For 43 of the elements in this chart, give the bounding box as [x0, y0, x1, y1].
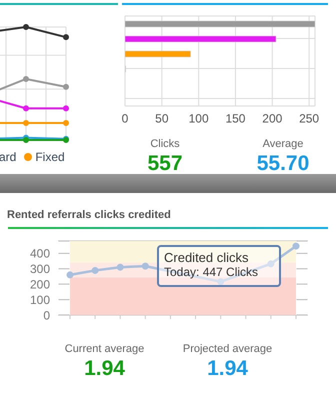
x-tick-label: 200 [262, 112, 283, 126]
point [63, 84, 69, 90]
point [292, 242, 300, 250]
text: Current average [64, 342, 146, 356]
y-tick-label: 300 [30, 262, 50, 276]
text: 55.70 [256, 151, 310, 177]
text: 557 [146, 151, 184, 177]
x-tick-label: 250 [299, 112, 320, 126]
bar [125, 50, 191, 58]
x-tick-label: 100 [188, 112, 209, 126]
chart-title: Rented referrals clicks credited [7, 209, 171, 221]
y-tick-label: 100 [30, 292, 50, 307]
point [23, 120, 29, 126]
bar [125, 20, 315, 28]
text: Projected average [182, 342, 274, 356]
point [23, 76, 29, 82]
text: Clicks [149, 137, 181, 151]
point [63, 120, 69, 126]
point [63, 34, 69, 40]
x-tick-label: 0 [122, 112, 129, 126]
point [23, 137, 29, 143]
y-tick-label: 400 [30, 246, 50, 261]
x-tick-label: 50 [155, 112, 169, 126]
point [92, 266, 99, 274]
tooltip-box: Credited clicks Today: 447 Clicks [157, 245, 281, 287]
text: 1.94 [83, 356, 126, 382]
bar [125, 36, 276, 42]
text: Average [262, 137, 304, 151]
point [267, 260, 274, 268]
text: 1.94 [206, 356, 249, 382]
x-tick-label: 150 [225, 112, 246, 126]
point [66, 271, 74, 278]
point [23, 105, 29, 112]
point [217, 278, 224, 286]
annotation: Today: 447 Clicks [164, 265, 260, 279]
annotation: Credited clicks [164, 250, 250, 265]
point [142, 262, 149, 270]
legend-label: Fixed [35, 150, 65, 164]
point [23, 24, 29, 30]
y-tick-label: 0 [43, 308, 50, 322]
point [63, 105, 69, 112]
y-tick-label: 200 [30, 277, 50, 292]
point [116, 264, 124, 271]
